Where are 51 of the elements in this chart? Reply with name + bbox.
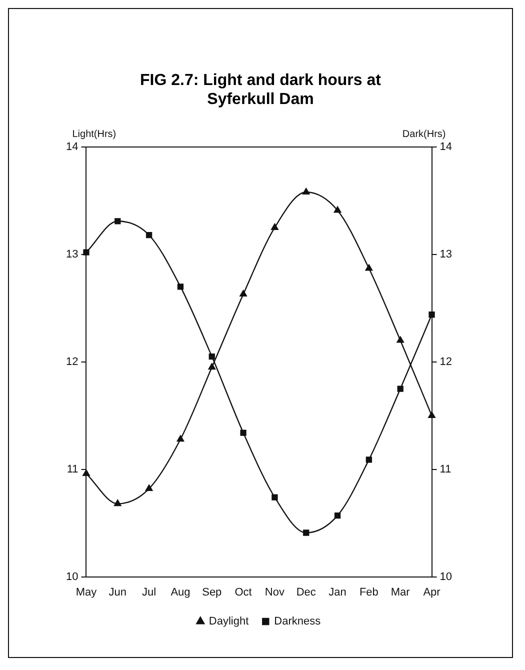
legend-label: Darkness [274,616,322,628]
point [334,206,342,213]
point [365,264,373,271]
point [271,223,278,230]
x-tick-label: Sep [202,586,222,598]
y-tick-label: 12 [66,356,78,368]
y2-tick-label: 13 [440,248,452,260]
x-tick-label: Aug [170,586,190,598]
y-tick-label: 13 [66,248,78,260]
x-tick-label: Oct [234,586,252,598]
x-tick-label: May [76,586,98,598]
point [302,188,310,194]
x-tick-label: Feb [359,586,378,598]
point [145,484,153,492]
point [114,500,122,506]
x-tick-label: Jan [328,586,346,598]
point [208,353,215,360]
point [428,412,436,418]
point [397,386,404,392]
point [176,435,184,442]
point [272,494,278,500]
y-tick-label: 11 [66,463,78,476]
point [146,232,152,238]
point [428,312,435,318]
x-tick-label: Dec [296,586,316,598]
legend-label: Daylight [208,616,249,628]
point [114,218,121,224]
y-tick-label: 10 [66,570,78,583]
point [240,430,246,436]
x-tick-label: Nov [264,586,285,598]
x-tick-label: Jun [108,586,127,598]
chart-title: FIG 2.7: Light and dark hours at Syferkull Dam [139,71,382,109]
y-axis-title: Light(Hrs) [72,128,116,140]
y-tick-label: 14 [66,141,78,154]
point [177,284,184,290]
point [366,456,372,463]
point [82,470,90,476]
x-tick-label: Jul [142,586,156,598]
y2-tick-label: 11 [440,463,452,476]
x-tick-label: Mar [390,586,410,598]
point [334,512,341,519]
y2-tick-label: 14 [440,141,452,154]
x-tick-label: Apr [423,586,441,598]
point [83,249,90,256]
point [208,363,216,370]
point [396,336,404,343]
y2-tick-label: 12 [440,356,452,368]
point [303,530,310,536]
point [240,290,247,297]
y2-axis-title: Dark(Hrs) [402,128,446,140]
y2-tick-label: 10 [440,570,452,583]
